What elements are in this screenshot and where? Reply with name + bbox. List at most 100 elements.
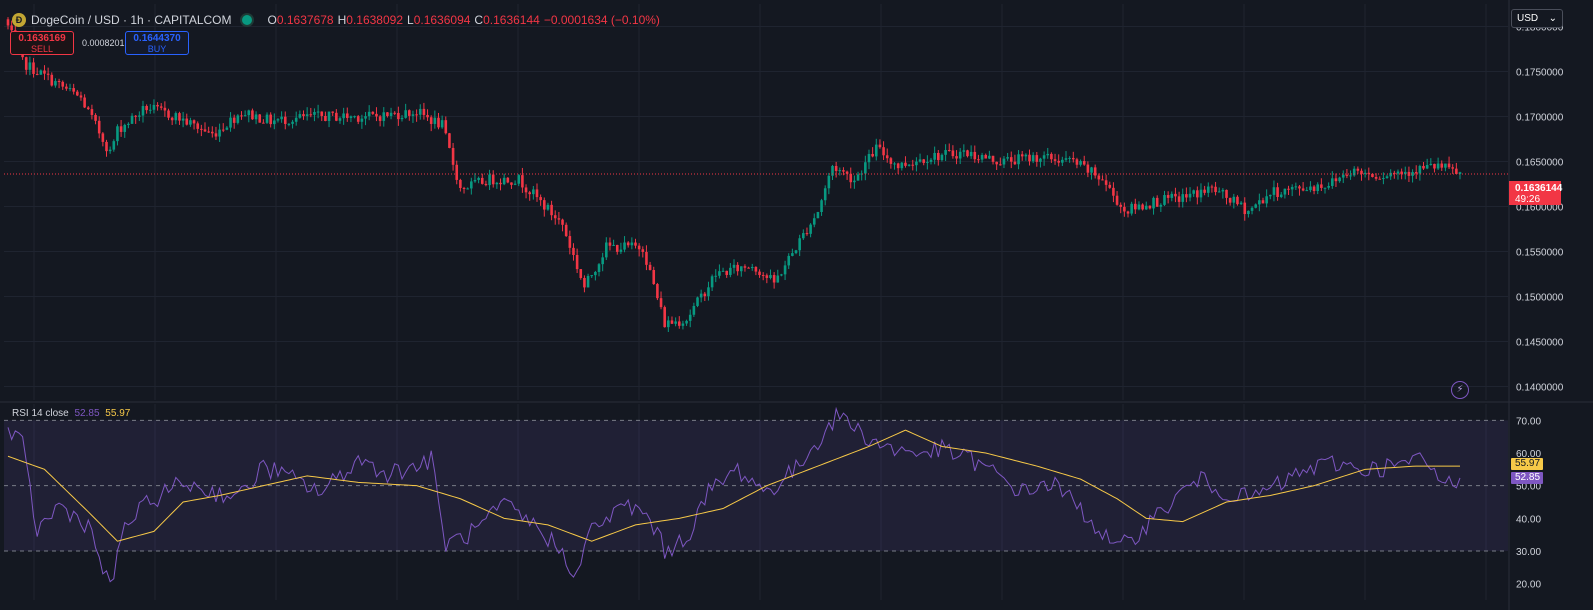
candle	[1290, 184, 1294, 197]
candle-body	[1393, 172, 1396, 174]
candle-body	[320, 111, 324, 116]
candle-body	[557, 218, 561, 220]
candle-body	[645, 251, 648, 265]
candle-body	[561, 219, 564, 225]
candle-body	[1028, 154, 1031, 162]
candle-body	[1031, 155, 1035, 162]
open-value: 0.1637678	[276, 13, 334, 27]
candle	[1455, 162, 1458, 175]
candle-body	[10, 25, 13, 31]
candle-body	[254, 114, 258, 120]
candle-body	[1155, 197, 1159, 207]
candle	[273, 113, 276, 130]
candle	[1159, 203, 1163, 212]
sell-button[interactable]: 0.1636169 SELL	[10, 31, 74, 55]
candle-body	[97, 120, 101, 134]
candle	[1382, 172, 1385, 185]
rsi-legend[interactable]: RSI 14 close 52.85 55.97	[12, 408, 130, 419]
candle	[688, 309, 692, 328]
candle-body	[1214, 186, 1217, 193]
candle-body	[1046, 153, 1050, 156]
rsi-legend-value: 52.85	[74, 408, 100, 419]
candle	[72, 83, 75, 95]
candle	[955, 150, 958, 165]
candle-body	[335, 112, 338, 121]
candle-body	[765, 275, 769, 278]
low-value: 0.1636094	[413, 13, 471, 27]
candle	[1009, 151, 1013, 169]
candle-body	[371, 111, 375, 114]
candle	[1396, 169, 1400, 180]
candle-body	[1210, 186, 1214, 188]
candle-body	[652, 269, 656, 285]
candle	[386, 112, 389, 118]
candle	[1196, 186, 1199, 205]
candle-body	[860, 173, 863, 175]
candle-body	[517, 175, 521, 184]
candle-body	[1403, 171, 1407, 175]
candle	[707, 281, 710, 301]
candle	[1400, 168, 1403, 180]
candle-body	[1079, 161, 1082, 165]
symbol-title[interactable]: DogeCoin / USD · 1h · CAPITALCOM	[31, 13, 232, 27]
candle	[294, 111, 298, 126]
candle-body	[546, 204, 550, 210]
candle	[90, 104, 94, 120]
candle-body	[641, 249, 645, 252]
candle	[608, 237, 612, 251]
candle	[736, 262, 739, 276]
candle-body	[769, 275, 772, 278]
candle	[429, 115, 433, 132]
candle	[200, 124, 203, 137]
candle	[105, 139, 108, 157]
candle	[634, 238, 637, 249]
price-pane	[4, 4, 1508, 400]
candle-body	[535, 189, 539, 198]
candle	[944, 144, 947, 162]
candle-body	[466, 188, 469, 190]
candle-body	[871, 153, 874, 157]
candle	[1247, 210, 1250, 218]
candle	[178, 111, 181, 125]
candle	[951, 145, 955, 159]
candle	[984, 153, 988, 159]
candle-body	[1123, 206, 1126, 212]
candle	[167, 108, 170, 121]
candle-body	[594, 271, 597, 276]
candle	[108, 146, 112, 154]
candle	[331, 111, 334, 116]
candle	[626, 241, 630, 248]
candle	[692, 302, 696, 318]
candle	[601, 252, 604, 272]
candle-body	[178, 113, 181, 121]
candle-body	[364, 116, 367, 119]
candle	[375, 107, 378, 122]
candle	[969, 145, 973, 159]
lightning-icon[interactable]: ⚡	[1451, 381, 1469, 399]
candle	[831, 164, 834, 180]
candle-body	[426, 114, 429, 118]
candle	[1272, 180, 1276, 202]
candle-body	[273, 120, 276, 125]
candle-body	[448, 133, 451, 148]
candle	[630, 237, 634, 250]
candle	[364, 111, 367, 126]
buy-button[interactable]: 0.1644370 BUY	[125, 31, 189, 55]
candle	[130, 113, 134, 124]
currency-select[interactable]: USD ⌄	[1511, 9, 1563, 28]
candle	[958, 148, 962, 165]
candle-body	[1371, 173, 1374, 177]
candle-body	[495, 182, 499, 185]
candle-body	[1327, 185, 1330, 188]
candle	[127, 122, 130, 129]
candle	[900, 161, 904, 171]
candle	[1287, 185, 1290, 195]
candle-body	[105, 141, 108, 152]
candle	[1363, 169, 1367, 178]
candle	[834, 161, 838, 178]
candle	[254, 111, 258, 125]
candle	[583, 275, 586, 293]
candle	[703, 291, 707, 302]
price-tick-label: 0.1800000	[1516, 23, 1564, 34]
